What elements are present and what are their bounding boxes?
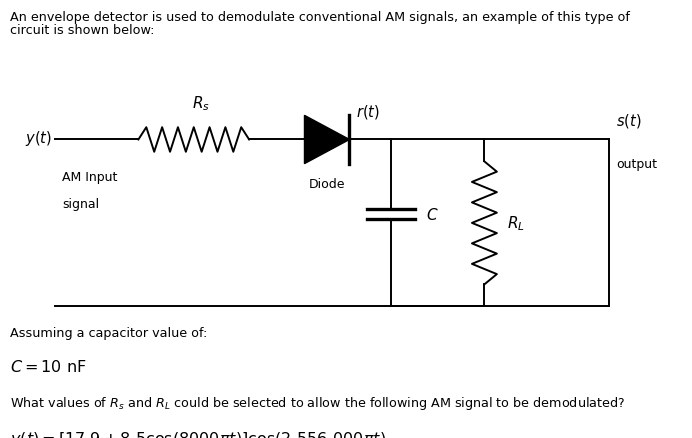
Text: signal: signal	[62, 197, 100, 210]
Text: Assuming a capacitor value of:: Assuming a capacitor value of:	[10, 326, 208, 339]
Text: An envelope detector is used to demodulate conventional AM signals, an example o: An envelope detector is used to demodula…	[10, 11, 630, 24]
Text: $C$: $C$	[426, 207, 438, 223]
Text: circuit is shown below:: circuit is shown below:	[10, 24, 155, 37]
Text: $R_s$: $R_s$	[192, 94, 210, 113]
Text: $y(t) = [17.9 + 8.5\cos(8000\pi t)]\cos(2,\!556,\!000\pi t)$: $y(t) = [17.9 + 8.5\cos(8000\pi t)]\cos(…	[10, 429, 386, 438]
Text: output: output	[616, 158, 657, 171]
Text: $C = 10\ \mathrm{nF}$: $C = 10\ \mathrm{nF}$	[10, 358, 87, 375]
Text: $R_L$: $R_L$	[507, 214, 525, 233]
Polygon shape	[304, 116, 349, 164]
Text: AM Input: AM Input	[62, 171, 118, 184]
Text: $r(t)$: $r(t)$	[356, 102, 380, 120]
Text: $y(t)$: $y(t)$	[25, 128, 52, 148]
Text: What values of $R_s$ and $R_L$ could be selected to allow the following AM signa: What values of $R_s$ and $R_L$ could be …	[10, 394, 626, 411]
Text: $s(t)$: $s(t)$	[616, 111, 641, 129]
Text: Diode: Diode	[309, 177, 345, 191]
